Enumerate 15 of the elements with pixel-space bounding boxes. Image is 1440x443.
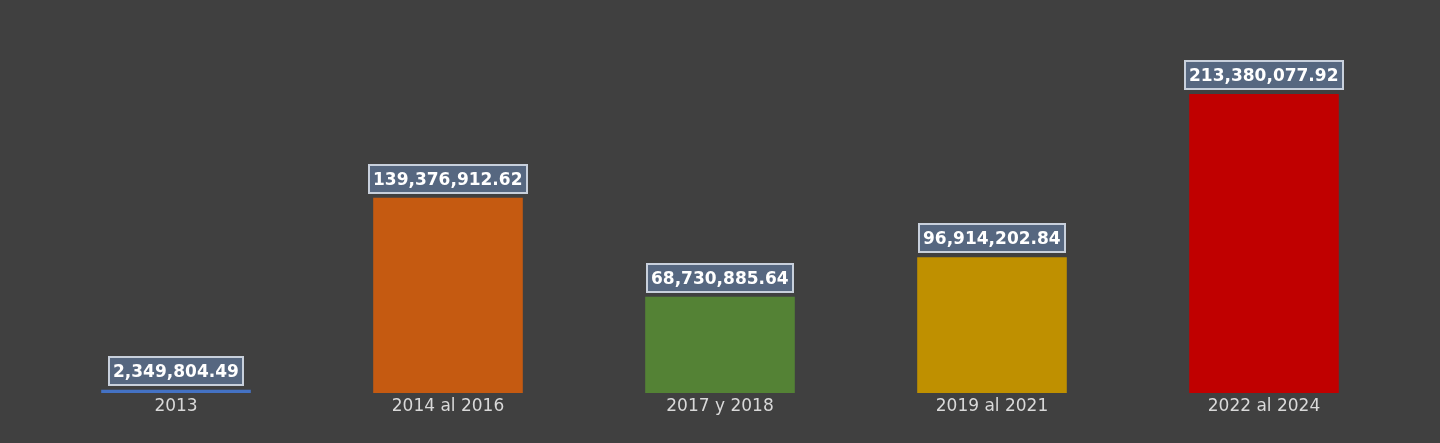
bar — [917, 257, 1067, 393]
bar — [1189, 94, 1339, 393]
bar — [101, 389, 251, 393]
x-tick-label: 2022 al 2024 — [1207, 395, 1321, 415]
data-label: 213,380,077.92 — [1189, 65, 1339, 85]
bar — [373, 197, 523, 393]
x-tick-label: 2013 — [154, 395, 198, 415]
data-label: 2,349,804.49 — [113, 361, 239, 381]
bar — [645, 296, 795, 393]
data-label: 96,914,202.84 — [923, 228, 1061, 248]
data-label: 139,376,912.62 — [373, 169, 523, 189]
x-tick-label: 2014 al 2016 — [391, 395, 505, 415]
data-label: 68,730,885.64 — [651, 268, 789, 288]
x-tick-label: 2019 al 2021 — [935, 395, 1049, 415]
x-tick-label: 2017 y 2018 — [666, 395, 774, 415]
